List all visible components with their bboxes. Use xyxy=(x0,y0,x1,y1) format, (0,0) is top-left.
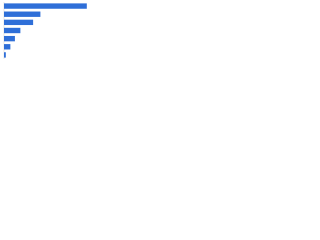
chart xyxy=(3,2,87,59)
bar xyxy=(4,27,21,34)
bar xyxy=(4,44,11,50)
bar xyxy=(4,35,15,42)
bar xyxy=(4,19,34,26)
bar xyxy=(4,11,41,17)
bar xyxy=(4,52,6,58)
bar xyxy=(4,3,87,9)
page: (() => { const data = JSON.parse(documen… xyxy=(0,0,100,71)
